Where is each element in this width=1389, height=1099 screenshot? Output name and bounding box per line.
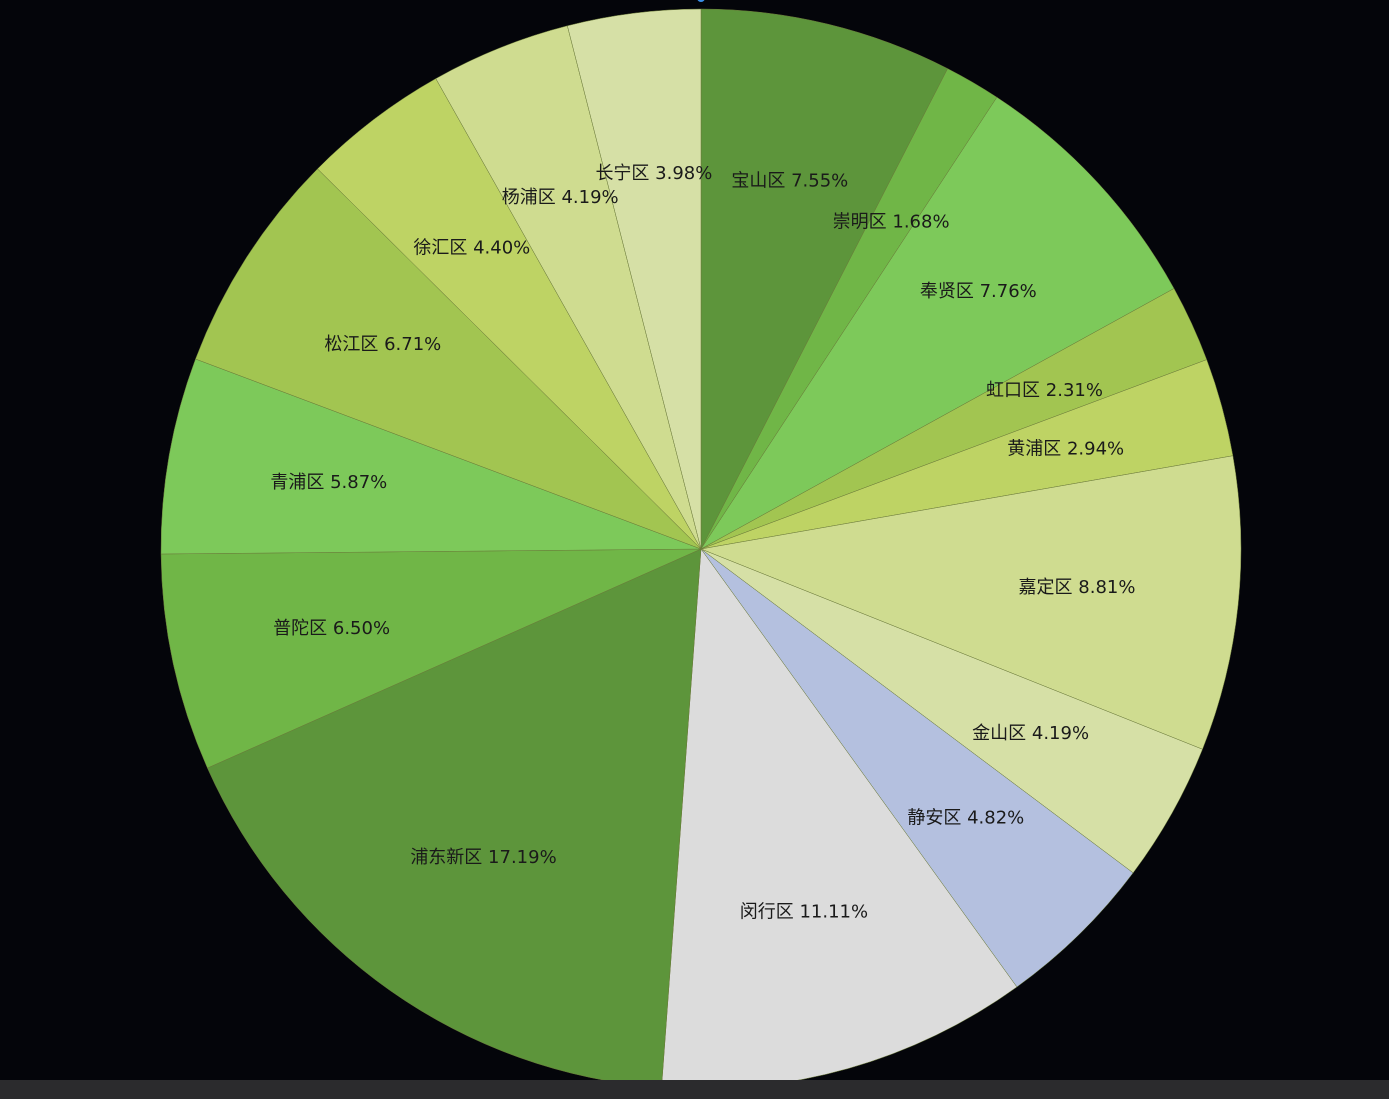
pie-slice[interactable] — [195, 168, 702, 550]
slice-label: 奉贤区 7.76% — [920, 281, 1037, 302]
pie-slice[interactable] — [207, 548, 702, 1088]
slice-label: 崇明区 1.68% — [833, 211, 950, 232]
bottom-scrollbar-track[interactable] — [0, 1080, 1389, 1099]
slice-label: 长宁区 3.98% — [595, 163, 712, 184]
pie-slice[interactable] — [160, 358, 702, 555]
slice-label: 嘉定区 8.81% — [1019, 577, 1136, 598]
slice-label: 浦东新区 17.19% — [410, 847, 556, 868]
slice-label: 松江区 6.71% — [324, 334, 441, 355]
pie-slice[interactable] — [700, 8, 948, 550]
slice-label: 静安区 4.82% — [907, 808, 1024, 829]
pie-slice[interactable] — [700, 96, 1175, 550]
slice-label: 宝山区 7.55% — [731, 171, 848, 192]
slice-label: 徐汇区 4.40% — [413, 237, 530, 258]
pie-slices — [160, 8, 1242, 1090]
pie-slice[interactable] — [160, 548, 702, 769]
pie-slice[interactable] — [700, 548, 1134, 988]
slice-label: 闵行区 11.11% — [740, 902, 868, 923]
top-indicator-dot — [697, 0, 705, 2]
slice-label: 金山区 4.19% — [972, 723, 1089, 744]
pie-labels: 宝山区 7.55% 崇明区 1.68% 奉贤区 7.76% 虹口区 2.31% 黄浦区 … — [270, 163, 1135, 923]
slice-label: 黄浦区 2.94% — [1007, 439, 1124, 460]
slice-label: 青浦区 5.87% — [270, 472, 387, 493]
pie-slice[interactable] — [700, 455, 1242, 750]
pie-slice[interactable] — [567, 8, 702, 550]
slice-label: 普陀区 6.50% — [273, 618, 390, 639]
slice-label: 杨浦区 4.19% — [502, 187, 619, 208]
slice-label: 虹口区 2.31% — [986, 380, 1103, 401]
